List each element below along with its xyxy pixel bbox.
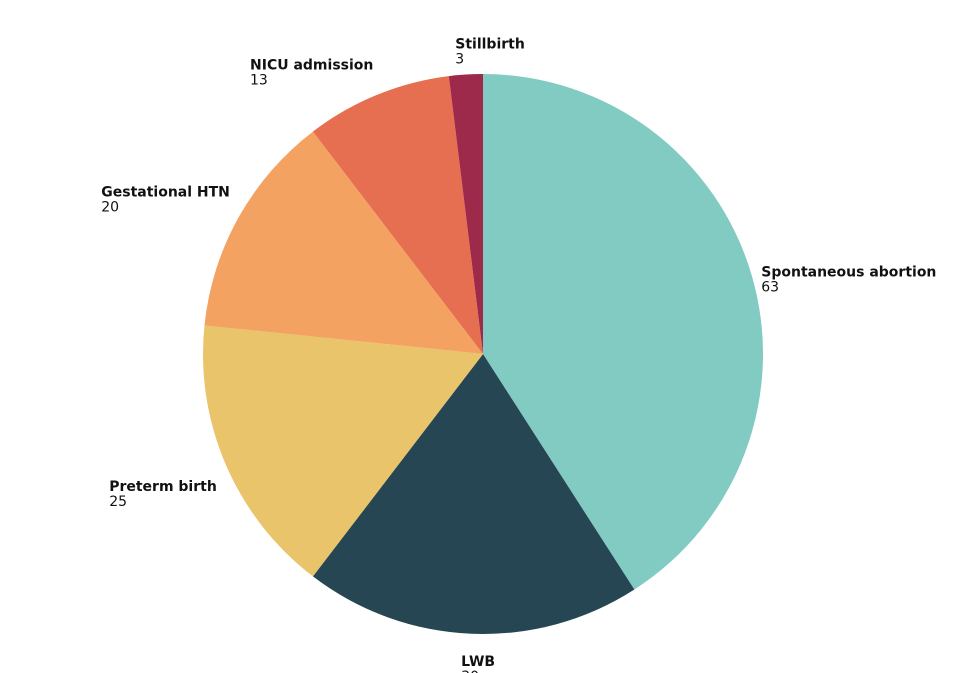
slice-label-value: 3 [455, 52, 464, 68]
slice-label-value: 30 [461, 669, 479, 673]
slice-label-value: 63 [761, 279, 779, 295]
slice-label-name: Stillbirth [455, 37, 525, 53]
pie-slice-lwb[interactable] [312, 354, 635, 634]
slice-label-name: Gestational HTN [101, 184, 230, 200]
slice-label-lwb: LWB30 [461, 654, 495, 673]
slice-label-name: Spontaneous abortion [761, 264, 936, 280]
slice-label-name: NICU admission [250, 58, 373, 74]
slice-label-value: 25 [109, 494, 127, 510]
pie-slices [202, 74, 764, 634]
slice-label-name: LWB [461, 654, 495, 670]
pie-slice-nicu-admission[interactable] [312, 76, 483, 354]
slice-label-name: Preterm birth [109, 479, 217, 495]
pie-slice-gestational-htn[interactable] [204, 131, 483, 354]
slice-label-value: 20 [101, 199, 119, 215]
pie-slice-spontaneous-abortion[interactable] [483, 74, 764, 590]
pie-slice-preterm-birth[interactable] [202, 325, 483, 577]
slice-label-value: 13 [250, 73, 268, 89]
pie-slice-stillbirth[interactable] [448, 74, 483, 354]
